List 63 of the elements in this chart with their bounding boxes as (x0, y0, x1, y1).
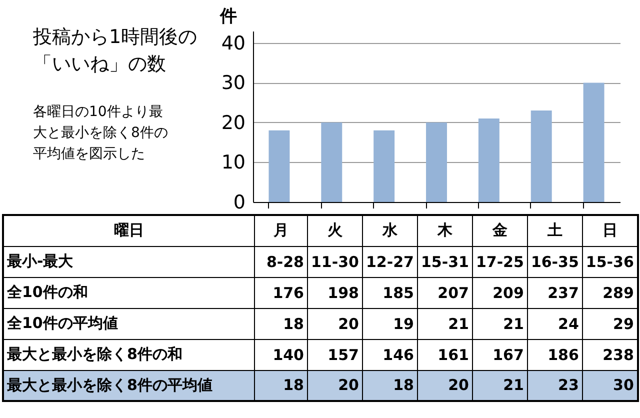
text: 18 (254, 308, 308, 339)
text: 8-28 (254, 246, 308, 277)
text: 21 (417, 308, 472, 339)
text: 185 (362, 277, 418, 308)
data-label: 18 (254, 370, 308, 401)
text: 19 (362, 308, 418, 339)
text: 237 (527, 277, 582, 308)
x-tick-label: 金 (472, 215, 528, 246)
y-tick-label: 0 (233, 192, 246, 214)
text: 167 (472, 339, 528, 370)
text: 12-27 (362, 246, 418, 277)
y-tick-label: 20 (221, 112, 246, 134)
data-label: 23 (527, 370, 582, 401)
text: 曜日 (3, 215, 254, 246)
data-label: 21 (472, 370, 528, 401)
text: 198 (308, 277, 362, 308)
x-tick-label: 月 (254, 215, 308, 246)
x-tick-label: 水 (362, 215, 418, 246)
text: 186 (527, 339, 582, 370)
chart-title: 投稿から1時間後の「いいね」の数 (33, 25, 198, 77)
x-tick-label: 木 (417, 215, 472, 246)
bar (426, 122, 447, 202)
bar (321, 122, 342, 202)
data-label: 30 (582, 370, 638, 401)
x-tick-label: 土 (527, 215, 582, 246)
text: 289 (582, 277, 638, 308)
text: 最大と最小を除く8件の和 (3, 339, 254, 370)
x-tick-label: 日 (582, 215, 638, 246)
text: 15-36 (582, 246, 638, 277)
bar (478, 118, 500, 202)
text: 238 (582, 339, 638, 370)
text: 146 (362, 339, 418, 370)
bar (530, 110, 552, 202)
text: 140 (254, 339, 308, 370)
text: 207 (417, 277, 472, 308)
y-axis-title: 件 (219, 6, 237, 26)
y-tick-label: 10 (221, 152, 246, 174)
text: 209 (472, 277, 528, 308)
data-label: 20 (417, 370, 472, 401)
text: 16-35 (527, 246, 582, 277)
text: 17-25 (472, 246, 528, 277)
text: 各曜日の10件より最大と最小を除く8件の平均値を図示した (33, 103, 169, 164)
bar (583, 82, 604, 202)
text: 15-31 (417, 246, 472, 277)
text: 全10件の和 (3, 277, 254, 308)
text: 24 (527, 308, 582, 339)
text: 21 (472, 308, 528, 339)
text: 20 (308, 308, 362, 339)
y-tick-label: 40 (221, 32, 246, 54)
text: 29 (582, 308, 638, 339)
data-label: 18 (362, 370, 418, 401)
bar (374, 130, 395, 202)
text: 161 (417, 339, 472, 370)
y-tick-label: 30 (221, 72, 246, 94)
text: 176 (254, 277, 308, 308)
x-tick-label: 火 (308, 215, 362, 246)
bar (268, 130, 290, 202)
text: 全10件の平均値 (3, 308, 254, 339)
text: 11-30 (308, 246, 362, 277)
data-label: 20 (308, 370, 362, 401)
text: 157 (308, 339, 362, 370)
text: 最小-最大 (3, 246, 254, 277)
text: 最大と最小を除く8件の平均値 (3, 370, 254, 401)
